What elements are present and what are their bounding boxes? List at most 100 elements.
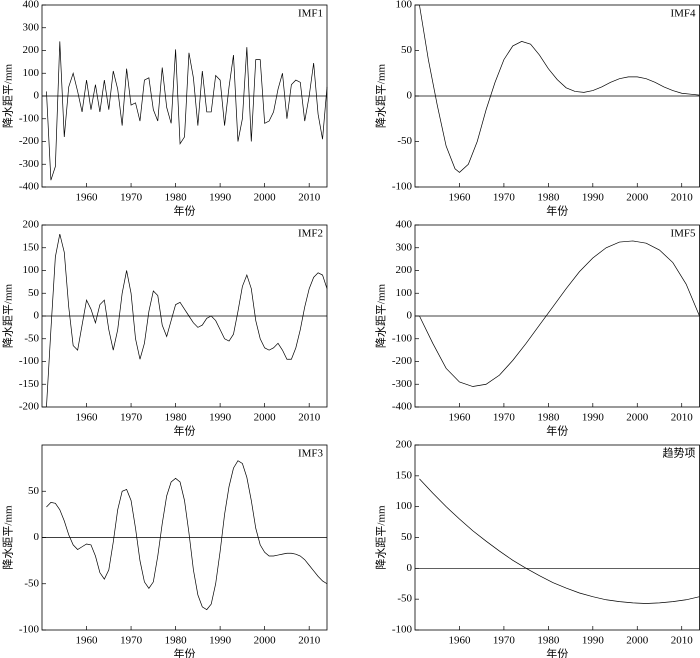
x-tick-label: 2010 xyxy=(671,635,694,647)
x-tick-label: 1990 xyxy=(209,635,232,647)
y-tick-label: 300 xyxy=(23,21,40,33)
x-tick-label: 1980 xyxy=(165,635,188,647)
panel-title: IMF2 xyxy=(298,228,323,240)
y-tick-label: 400 xyxy=(23,0,40,11)
x-axis-label: 年份 xyxy=(546,647,568,658)
y-tick-label: 150 xyxy=(23,241,40,253)
y-tick-label: 0 xyxy=(407,90,413,102)
x-tick-label: 2010 xyxy=(671,412,694,424)
x-tick-label: 1990 xyxy=(582,192,605,204)
x-axis-label: 年份 xyxy=(546,424,568,438)
y-axis-label: 降水距平/mm xyxy=(1,283,15,348)
y-tick-label: -200 xyxy=(19,401,40,413)
y-tick-label: -50 xyxy=(397,135,412,147)
x-tick-label: 2010 xyxy=(298,412,321,424)
x-tick-label: 2000 xyxy=(626,635,649,647)
y-tick-label: 150 xyxy=(396,469,413,481)
x-tick-label: 2010 xyxy=(298,192,321,204)
panel-title: IMF4 xyxy=(670,8,696,20)
x-tick-label: 2000 xyxy=(254,412,277,424)
panel: -100 -50 0 50 100 150 200 1960 1970 1980 1990 2000 2… xyxy=(374,439,700,658)
x-axis-label: 年份 xyxy=(546,204,568,218)
y-tick-label: -50 xyxy=(24,577,39,589)
y-tick-label: 300 xyxy=(396,241,413,253)
y-tick-label: 200 xyxy=(23,219,40,231)
panel-title: IMF3 xyxy=(298,448,324,460)
x-tick-label: 1960 xyxy=(448,635,471,647)
y-tick-label: 200 xyxy=(396,439,413,451)
x-tick-label: 1970 xyxy=(493,192,516,204)
x-tick-label: 1960 xyxy=(448,192,471,204)
x-tick-label: 1990 xyxy=(582,635,605,647)
x-tick-label: 1960 xyxy=(76,635,99,647)
y-tick-label: 100 xyxy=(396,287,413,299)
x-axis-label: 年份 xyxy=(174,204,196,218)
y-tick-label: 50 xyxy=(28,287,40,299)
x-tick-label: 1980 xyxy=(165,192,188,204)
x-tick-label: 1980 xyxy=(165,412,188,424)
x-tick-label: 2000 xyxy=(254,192,277,204)
y-tick-label: -400 xyxy=(19,181,40,193)
panel: -400 -300 -200 -100 0 100 200 300 400 1960 1970 198… xyxy=(1,0,328,218)
y-tick-label: 100 xyxy=(396,500,413,512)
y-tick-label: -200 xyxy=(392,355,413,367)
y-tick-label: 0 xyxy=(34,531,40,543)
line-series xyxy=(46,41,328,181)
y-tick-label: 200 xyxy=(396,264,413,276)
y-axis-label: 降水距平/mm xyxy=(1,63,15,128)
x-tick-label: 1970 xyxy=(120,192,143,204)
line-series xyxy=(419,478,700,604)
y-tick-label: -100 xyxy=(392,332,413,344)
y-tick-label: 100 xyxy=(23,264,40,276)
y-tick-label: -100 xyxy=(19,112,40,124)
y-tick-label: 200 xyxy=(23,44,40,56)
plot-frame xyxy=(414,444,700,631)
x-tick-label: 1970 xyxy=(493,412,516,424)
panel: -100 -50 0 50 1960 1970 1980 1990 2000 2010 IMF3 年份… xyxy=(1,444,328,658)
y-tick-label: 0 xyxy=(407,310,413,322)
x-tick-label: 2000 xyxy=(626,412,649,424)
panel-title: IMF1 xyxy=(298,8,323,20)
y-tick-label: -100 xyxy=(19,355,40,367)
y-tick-label: -100 xyxy=(392,624,413,636)
y-tick-label: -50 xyxy=(24,332,39,344)
y-tick-label: 50 xyxy=(401,531,413,543)
panel-title: 趋势项 xyxy=(663,447,696,460)
y-tick-label: 0 xyxy=(34,310,40,322)
line-series xyxy=(46,234,328,408)
line-series xyxy=(419,4,700,173)
y-tick-label: -400 xyxy=(392,401,413,413)
y-tick-label: -100 xyxy=(392,181,413,193)
x-tick-label: 1990 xyxy=(582,412,605,424)
panel: -400 -300 -200 -100 0 100 200 300 400 1960 1970 198… xyxy=(374,219,700,438)
x-axis-label: 年份 xyxy=(174,647,196,658)
y-tick-label: 100 xyxy=(23,67,40,79)
y-tick-label: -50 xyxy=(397,593,412,605)
y-tick-label: 0 xyxy=(34,90,40,102)
x-tick-label: 1980 xyxy=(537,192,560,204)
x-axis-label: 年份 xyxy=(174,424,196,438)
y-tick-label: -300 xyxy=(19,158,40,170)
x-tick-label: 1970 xyxy=(120,635,143,647)
y-axis-label: 降水距平/mm xyxy=(374,505,388,570)
y-tick-label: 0 xyxy=(407,562,413,574)
x-tick-label: 2000 xyxy=(626,192,649,204)
x-tick-label: 1980 xyxy=(537,635,560,647)
y-tick-label: 400 xyxy=(396,219,413,231)
x-tick-label: 2000 xyxy=(254,635,277,647)
line-series xyxy=(46,460,328,611)
panel: -100 -50 0 50 100 1960 1970 1980 1990 2000 2010 IMF… xyxy=(374,0,700,218)
y-tick-label: 50 xyxy=(28,485,40,497)
y-tick-label: 100 xyxy=(396,0,413,11)
x-tick-label: 1970 xyxy=(120,412,143,424)
x-tick-label: 1990 xyxy=(209,192,232,204)
x-tick-label: 1960 xyxy=(76,192,99,204)
y-axis-label: 降水距平/mm xyxy=(374,63,388,128)
x-tick-label: 2010 xyxy=(298,635,321,647)
panel: -200 -150 -100 -50 0 50 100 150 200 1960 1970 1980 1… xyxy=(1,219,328,438)
y-tick-label: -200 xyxy=(19,135,40,147)
panel-title: IMF5 xyxy=(670,228,696,240)
x-tick-label: 1990 xyxy=(209,412,232,424)
y-axis-label: 降水距平/mm xyxy=(374,283,388,348)
